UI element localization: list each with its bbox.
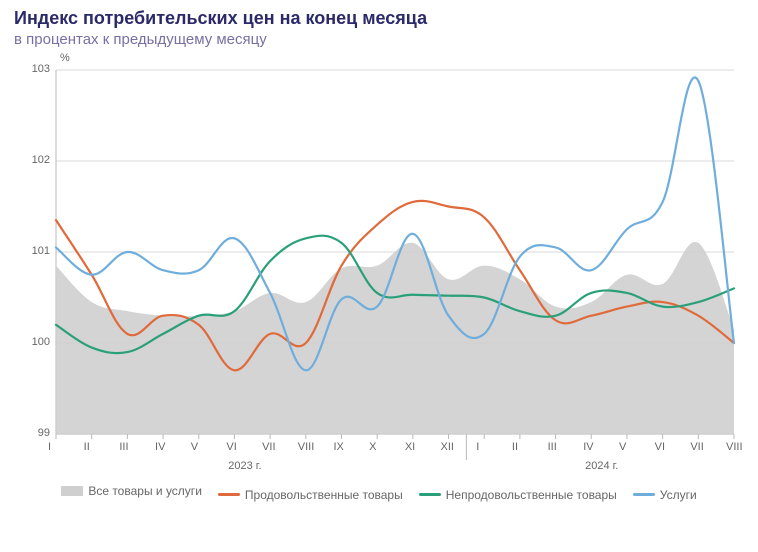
x-tick-label: V (191, 441, 198, 453)
chart-subtitle: в процентах к предыдущему месяцу (14, 31, 744, 48)
x-tick-label: VII (690, 441, 703, 453)
legend-item-food: Продовольственные товары (218, 488, 403, 502)
x-tick-label: I (48, 441, 51, 453)
x-tick-label: X (369, 441, 376, 453)
legend: Все товары и услуги Продовольственные тов… (14, 484, 744, 502)
x-tick-label: IV (583, 441, 593, 453)
legend-item-services: Услуги (633, 488, 697, 502)
legend-label: Продовольственные товары (245, 488, 403, 502)
line-chart-svg (14, 52, 744, 482)
y-tick-label: 100 (32, 336, 50, 348)
x-tick-label: VI (655, 441, 665, 453)
legend-swatch (419, 493, 441, 496)
legend-label: Услуги (660, 488, 697, 502)
year-label: 2023 г. (228, 460, 261, 472)
legend-label: Непродовольственные товары (446, 488, 617, 502)
legend-item-nonfood: Непродовольственные товары (419, 488, 617, 502)
x-tick-label: VIII (298, 441, 315, 453)
y-tick-label: 102 (32, 154, 50, 166)
x-tick-label: II (512, 441, 518, 453)
x-tick-label: VII (262, 441, 275, 453)
legend-item-all: Все товары и услуги (61, 484, 202, 498)
x-tick-label: IX (333, 441, 343, 453)
y-tick-label: 103 (32, 63, 50, 75)
legend-swatch (61, 486, 83, 496)
x-tick-label: II (84, 441, 90, 453)
legend-label: Все товары и услуги (88, 484, 202, 498)
chart-title: Индекс потребительских цен на конец меся… (14, 8, 744, 29)
x-tick-label: VIII (726, 441, 743, 453)
x-tick-label: III (119, 441, 128, 453)
x-tick-label: XII (441, 441, 454, 453)
x-tick-label: VI (226, 441, 236, 453)
y-axis-unit: % (60, 52, 70, 64)
x-tick-label: I (476, 441, 479, 453)
x-tick-label: IV (155, 441, 165, 453)
legend-swatch (218, 493, 240, 496)
x-tick-label: XI (405, 441, 415, 453)
y-tick-label: 101 (32, 245, 50, 257)
chart-area: % 99100101102103IIIIIIIVVVIVIIVIIIIXXXIX… (14, 52, 744, 482)
year-label: 2024 г. (585, 460, 618, 472)
x-tick-label: V (619, 441, 626, 453)
x-tick-label: III (548, 441, 557, 453)
y-tick-label: 99 (38, 427, 50, 439)
legend-swatch (633, 493, 655, 496)
